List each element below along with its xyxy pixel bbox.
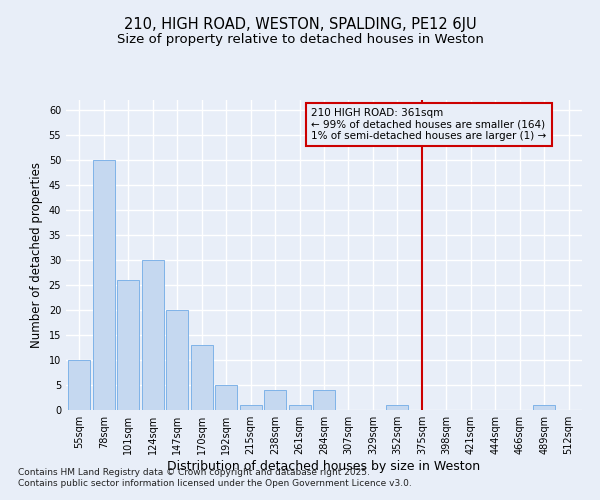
Text: 210, HIGH ROAD, WESTON, SPALDING, PE12 6JU: 210, HIGH ROAD, WESTON, SPALDING, PE12 6…: [124, 18, 476, 32]
Bar: [191, 345, 213, 410]
Bar: [93, 160, 115, 410]
Bar: [289, 405, 311, 410]
Bar: [533, 405, 555, 410]
X-axis label: Distribution of detached houses by size in Weston: Distribution of detached houses by size …: [167, 460, 481, 473]
Bar: [386, 405, 409, 410]
Text: 210 HIGH ROAD: 361sqm
← 99% of detached houses are smaller (164)
1% of semi-deta: 210 HIGH ROAD: 361sqm ← 99% of detached …: [311, 108, 547, 141]
Text: Size of property relative to detached houses in Weston: Size of property relative to detached ho…: [116, 32, 484, 46]
Bar: [166, 310, 188, 410]
Bar: [215, 385, 237, 410]
Text: Contains HM Land Registry data © Crown copyright and database right 2025.
Contai: Contains HM Land Registry data © Crown c…: [18, 468, 412, 487]
Bar: [239, 405, 262, 410]
Bar: [264, 390, 286, 410]
Bar: [313, 390, 335, 410]
Bar: [68, 360, 91, 410]
Bar: [118, 280, 139, 410]
Bar: [142, 260, 164, 410]
Y-axis label: Number of detached properties: Number of detached properties: [30, 162, 43, 348]
